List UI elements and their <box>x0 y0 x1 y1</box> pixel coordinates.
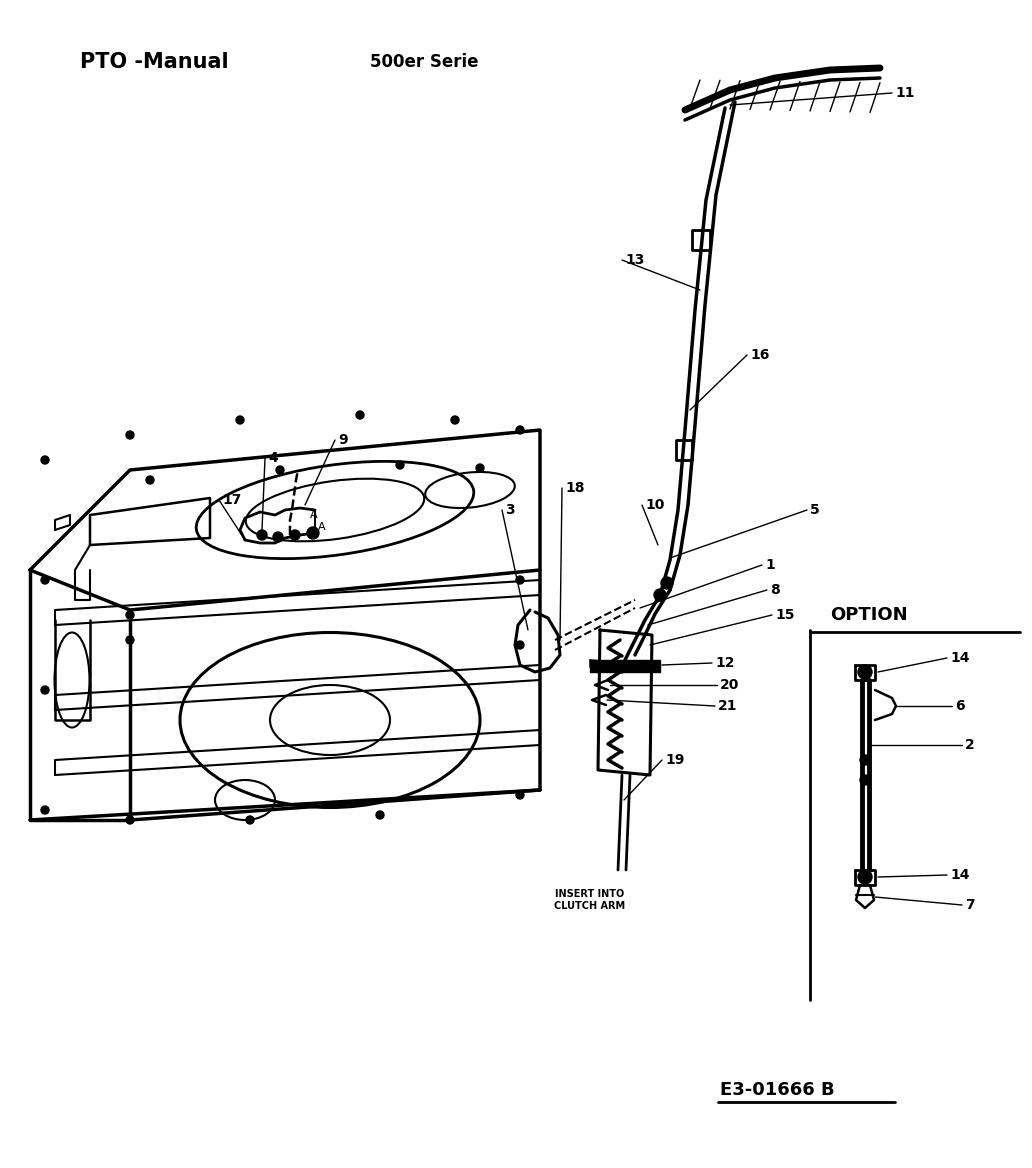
Text: 7: 7 <box>965 898 974 912</box>
Text: 500er Serie: 500er Serie <box>370 53 479 71</box>
Circle shape <box>396 461 404 470</box>
Text: 10: 10 <box>645 498 665 512</box>
Text: PTO -Manual: PTO -Manual <box>80 53 229 72</box>
Circle shape <box>662 577 673 589</box>
Circle shape <box>236 416 244 424</box>
Circle shape <box>41 456 49 464</box>
Text: 14: 14 <box>950 651 969 665</box>
Text: 19: 19 <box>665 753 684 767</box>
Circle shape <box>451 416 459 424</box>
Text: OPTION: OPTION <box>830 606 907 624</box>
Text: INSERT INTO
CLUTCH ARM: INSERT INTO CLUTCH ARM <box>554 889 625 911</box>
Circle shape <box>146 477 154 484</box>
Text: E3-01666 B: E3-01666 B <box>720 1082 835 1099</box>
Circle shape <box>257 530 267 540</box>
Circle shape <box>126 611 134 619</box>
Circle shape <box>246 816 254 823</box>
Text: 18: 18 <box>565 481 584 495</box>
Text: 15: 15 <box>775 609 795 623</box>
Circle shape <box>276 466 284 474</box>
Text: 17: 17 <box>222 493 241 507</box>
Circle shape <box>860 755 870 765</box>
Text: 5: 5 <box>810 503 819 517</box>
Circle shape <box>860 776 870 785</box>
Circle shape <box>516 791 524 799</box>
Text: 21: 21 <box>718 698 738 712</box>
Text: A: A <box>310 510 318 520</box>
Circle shape <box>307 527 319 538</box>
Text: 14: 14 <box>950 868 969 882</box>
Circle shape <box>516 641 524 649</box>
Circle shape <box>41 576 49 584</box>
Text: 1: 1 <box>765 558 775 572</box>
Circle shape <box>654 589 666 602</box>
Circle shape <box>273 531 283 542</box>
Circle shape <box>376 811 384 819</box>
Text: 12: 12 <box>715 656 735 670</box>
Circle shape <box>290 530 300 540</box>
Circle shape <box>126 431 134 439</box>
Text: 8: 8 <box>770 583 780 597</box>
FancyBboxPatch shape <box>590 660 660 672</box>
Circle shape <box>41 806 49 814</box>
Text: 11: 11 <box>895 86 914 100</box>
Circle shape <box>126 637 134 644</box>
Circle shape <box>356 411 364 419</box>
Text: A: A <box>318 522 326 531</box>
Circle shape <box>41 686 49 694</box>
Circle shape <box>516 576 524 584</box>
Text: 6: 6 <box>955 698 965 712</box>
Circle shape <box>516 426 524 434</box>
Text: 13: 13 <box>625 253 644 267</box>
Circle shape <box>126 816 134 823</box>
Circle shape <box>858 870 872 884</box>
Text: 3: 3 <box>505 503 515 517</box>
Circle shape <box>476 464 484 472</box>
Text: 4: 4 <box>268 451 278 465</box>
Text: 9: 9 <box>338 433 348 447</box>
Text: 2: 2 <box>965 738 975 752</box>
Text: 16: 16 <box>750 348 770 362</box>
Text: 20: 20 <box>720 677 739 691</box>
Circle shape <box>858 665 872 679</box>
